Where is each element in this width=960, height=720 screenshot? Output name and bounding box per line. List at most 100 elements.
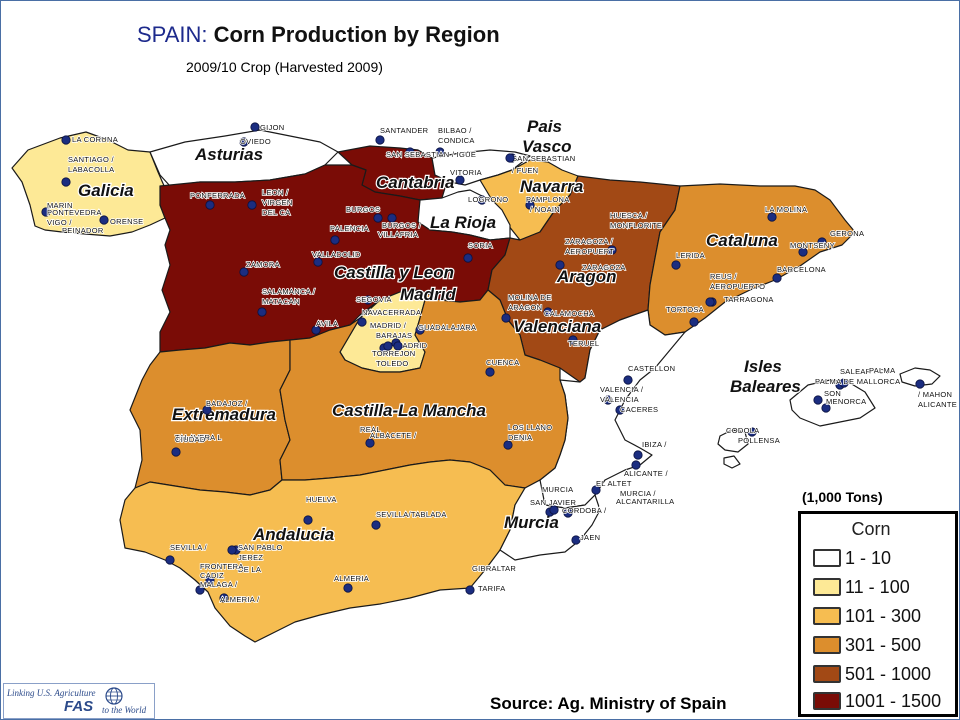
city-dot xyxy=(747,427,757,437)
label-castilla-la-mancha: Castilla-La Mancha xyxy=(332,401,486,420)
city-dot xyxy=(568,335,578,345)
city-dot xyxy=(99,215,109,225)
city-dot xyxy=(365,438,375,448)
city-label: ALICANTE / xyxy=(624,469,668,478)
city-label: ALMERIA / xyxy=(220,595,260,604)
city-label: EL ALTET xyxy=(596,479,632,488)
city-label: BADAJOZ / xyxy=(206,399,248,408)
city-label: VALENCIA xyxy=(600,395,639,404)
city-label: NAVACERRADA xyxy=(362,308,421,317)
label-asturias: Asturias xyxy=(194,145,263,164)
label-pais: Pais xyxy=(527,117,562,136)
legend-swatch xyxy=(813,636,841,654)
city-dot xyxy=(435,147,445,157)
city-label: MONFLORITE xyxy=(610,221,662,230)
city-label: SON xyxy=(824,389,841,398)
city-label: ORENSE xyxy=(110,217,143,226)
city-label: MATACAN xyxy=(262,297,300,306)
city-label: SAN JAVIER xyxy=(530,498,576,507)
island-mallorca xyxy=(789,379,876,427)
city-label: VALLADOLID xyxy=(312,250,361,259)
city-dot xyxy=(303,515,313,525)
city-label: AEROPUERT xyxy=(565,247,614,256)
city-label: PALMA xyxy=(869,366,895,375)
city-label: / MAHON xyxy=(918,390,952,399)
city-dot xyxy=(631,460,641,470)
city-dot xyxy=(195,585,205,595)
legend-swatch xyxy=(813,607,841,625)
title-main: Corn Production by Region xyxy=(213,22,500,47)
legend-swatch xyxy=(813,692,841,710)
city-dot xyxy=(311,325,321,335)
island-formentera xyxy=(723,455,741,469)
city-label: MURCIA / xyxy=(620,489,656,498)
city-dot xyxy=(689,317,699,327)
city-dot xyxy=(61,135,71,145)
city-label: CIUDAD xyxy=(175,435,206,444)
city-label: ARAGON xyxy=(508,303,542,312)
legend-label: 1001 - 1500 xyxy=(845,690,942,711)
city-label: TARRAGONA xyxy=(724,295,774,304)
label-aragon: Aragon xyxy=(556,267,617,286)
city-label: PALENCIA xyxy=(330,224,369,233)
city-dot xyxy=(363,295,373,305)
city-label: OVIEDO xyxy=(240,137,271,146)
legend-label: 11 - 100 xyxy=(845,576,910,597)
city-dot xyxy=(387,213,397,223)
legend-label: 501 - 1000 xyxy=(845,663,932,684)
city-label: ALCANTARILLA xyxy=(616,497,674,506)
city-label: PONFERRADA xyxy=(190,191,245,200)
city-label: VIRGEN xyxy=(262,198,293,207)
city-label: SEGOVIA xyxy=(356,295,392,304)
city-dot xyxy=(227,545,237,555)
label-valenciana: Valenciana xyxy=(513,317,601,336)
city-dot xyxy=(817,237,827,247)
city-dot xyxy=(357,317,367,327)
label-navarra: Navarra xyxy=(520,177,583,196)
city-dot xyxy=(257,307,267,317)
city-dot xyxy=(839,378,849,388)
label-cataluna: Cataluna xyxy=(706,231,778,250)
logo-brand: FAS xyxy=(64,698,94,715)
city-dot xyxy=(633,450,643,460)
city-label: MONTSENY xyxy=(790,241,835,250)
logo-tagline-bottom: to the World xyxy=(102,705,147,715)
city-label: ALICANTE xyxy=(918,400,957,409)
city-label: PONTEVEDRA xyxy=(47,208,102,217)
city-dot xyxy=(247,200,257,210)
label-vasco: Vasco xyxy=(522,137,571,156)
city-label: MOLINA DE xyxy=(508,293,552,302)
city-label: VITORIA xyxy=(450,168,482,177)
city-label: SAN PABLO xyxy=(238,543,283,552)
city-dot xyxy=(767,212,777,222)
city-dot xyxy=(415,325,425,335)
city-label: REUS / xyxy=(710,272,737,281)
city-dot xyxy=(543,307,553,317)
city-dot xyxy=(591,485,601,495)
city-label: CUENCA xyxy=(486,358,519,367)
fas-logo: Linking U.S. Agriculture FAS to the Worl… xyxy=(3,683,155,719)
city-dot xyxy=(477,195,487,205)
city-label: / FUEN xyxy=(512,166,538,175)
city-label: SAN SEBASTIAN xyxy=(512,154,576,163)
legend-swatch xyxy=(813,578,841,596)
city-label: AEROPUERTO xyxy=(710,282,765,291)
city-label: ZARAGOZA xyxy=(582,263,626,272)
city-dot xyxy=(555,260,565,270)
city-label: ALBACETE / xyxy=(370,431,417,440)
city-label: LOGRONO xyxy=(468,195,508,204)
city-dot xyxy=(915,379,925,389)
city-label: / NOAIN xyxy=(530,205,560,214)
city-dot xyxy=(501,313,511,323)
city-label: SEVILLA/TABLADA xyxy=(376,510,447,519)
city-label: LA MOLINA xyxy=(765,205,807,214)
legend-swatch xyxy=(813,665,841,683)
logo-tagline-top: Linking U.S. Agriculture xyxy=(7,688,96,698)
city-dot xyxy=(503,440,513,450)
city-label: CONDICA xyxy=(438,136,475,145)
city-label: VALENCIA / xyxy=(600,385,644,394)
legend-label: 301 - 500 xyxy=(845,634,922,655)
city-label: MADRID xyxy=(396,341,428,350)
city-label: JEREZ xyxy=(238,553,263,562)
city-dot xyxy=(165,555,175,565)
